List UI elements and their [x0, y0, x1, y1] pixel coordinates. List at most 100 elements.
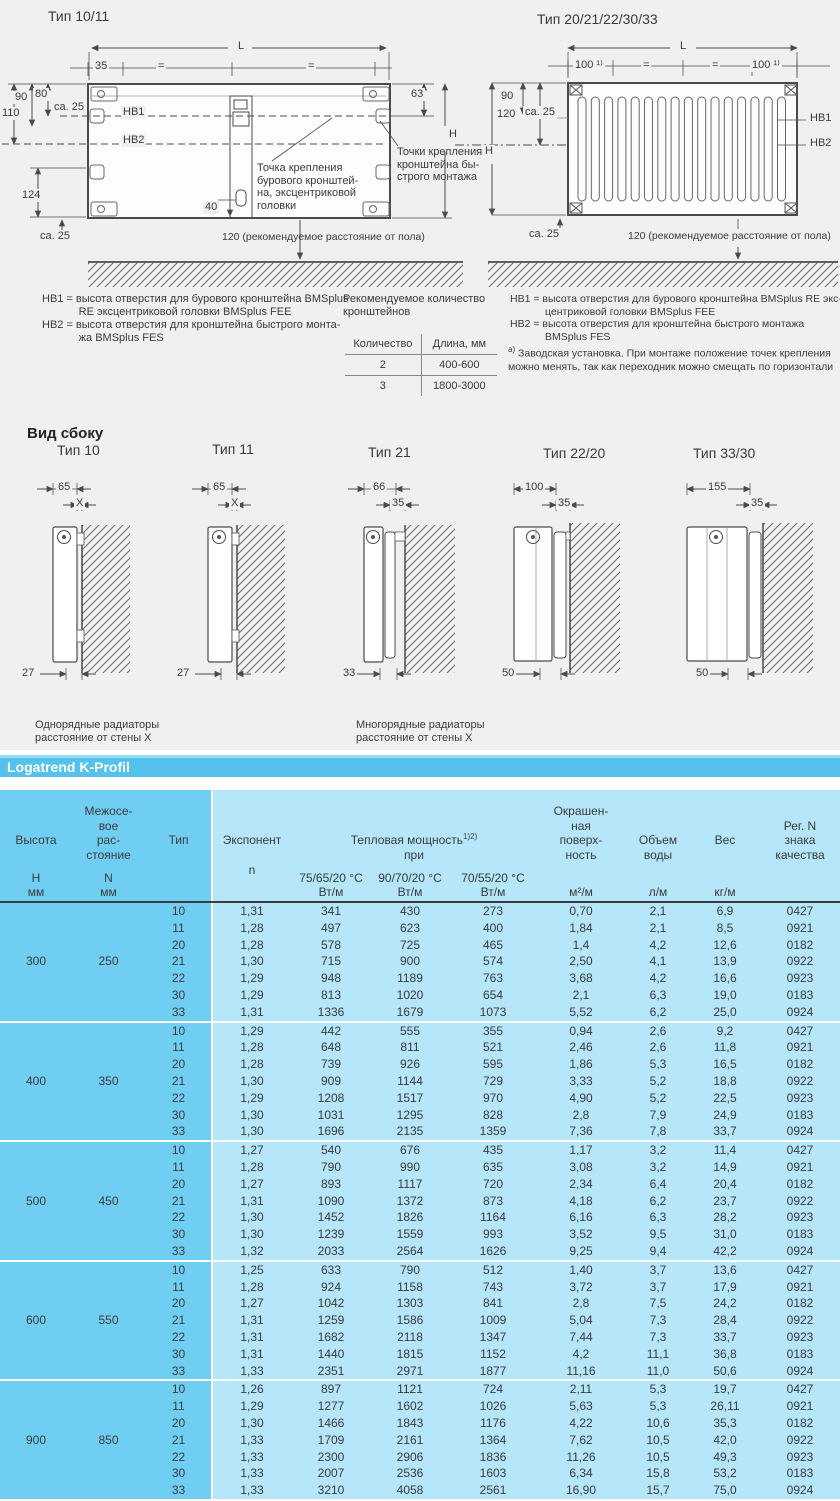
side-view-type-10: [37, 483, 130, 680]
cell-height: [0, 1209, 72, 1226]
cell-surface: 3,33: [569, 1073, 593, 1088]
cell-power-90-70: 2906: [396, 1449, 424, 1464]
cell-power-70-55: 512: [482, 1262, 504, 1277]
cell-volume: 5,2: [649, 1090, 667, 1105]
dim-label-40: 40: [203, 201, 220, 214]
cell-spacing: 350: [98, 1073, 119, 1088]
cell-power-90-70: 4058: [396, 1483, 424, 1498]
cell-spacing: [72, 1142, 145, 1159]
cell-volume: 9,5: [649, 1227, 667, 1242]
cell-type: 20: [171, 1176, 186, 1191]
cell-spacing: [72, 1295, 145, 1312]
cell-type: 30: [171, 1107, 186, 1122]
dim-label-80: 80: [33, 88, 50, 101]
cell-power-75-65: 1208: [317, 1090, 345, 1105]
cell-reg-number: 0921: [786, 1040, 814, 1055]
cell-type: 30: [171, 1466, 186, 1481]
cell-spacing: [72, 1329, 145, 1346]
table-row: 22 1,33 2300 2906 1836 11,26 10,5 49,3 0923: [0, 1448, 840, 1466]
cell-type: 33: [171, 1243, 186, 1258]
cell-volume: 4,2: [649, 937, 667, 952]
cell-power-75-65: 924: [320, 1279, 342, 1294]
cell-power-75-65: 540: [320, 1143, 342, 1158]
cell-weight: 16,6: [713, 971, 737, 986]
side-view-title-21: Тип 21: [368, 444, 411, 460]
cell-reg-number: 0922: [786, 954, 814, 969]
cell-volume: 6,2: [649, 1004, 667, 1019]
bracket-row-qty: 3: [345, 375, 422, 396]
cell-height: [0, 1176, 72, 1193]
floor-hatch: [488, 263, 838, 287]
radiator-data-table: Высота H мм Межосе- вое рас- стояние N м…: [0, 790, 840, 1501]
col-volume-units: л/м: [648, 884, 668, 899]
footnote-text: Заводская установка. При монтаже положен…: [508, 347, 834, 374]
cell-power-90-70: 1158: [397, 1279, 423, 1294]
cell-type: 11: [172, 920, 185, 935]
cell-weight: 16,5: [713, 1057, 737, 1072]
cell-power-70-55: 1152: [480, 1346, 506, 1361]
cell-volume: 2,6: [649, 1023, 667, 1038]
table-row: 30 1,33 2007 2536 1603 6,34 15,8 53,2 0183: [0, 1465, 840, 1483]
cell-surface: 1,4: [572, 937, 590, 952]
cell-weight: 11,8: [713, 1040, 737, 1055]
sv-dim-bottom: 50: [694, 667, 711, 680]
dim-label-ca25-bottom: ca. 25: [38, 230, 72, 243]
side-view-title-10: Тип 10: [57, 442, 100, 458]
table-row: 10 1,29 442 555 355 0,94 2,6 9,2 0427: [0, 1022, 840, 1040]
cell-volume: 11,0: [646, 1363, 670, 1378]
cell-exponent: 1,29: [240, 1023, 264, 1038]
cell-reg-number: 0182: [786, 1296, 814, 1311]
col-exponent-label: Экспонент: [222, 832, 282, 847]
cell-type: 22: [171, 1449, 186, 1464]
cell-type: 30: [171, 987, 186, 1002]
cell-volume: 9,4: [649, 1243, 667, 1258]
cell-reg-number: 0921: [786, 920, 814, 935]
cell-power-90-70: 1303: [396, 1296, 424, 1311]
cell-height: [0, 987, 72, 1004]
cell-type: 22: [171, 1329, 186, 1344]
cell-type: 20: [171, 1296, 186, 1311]
cell-power-90-70: 811: [400, 1040, 420, 1055]
cell-spacing: [72, 1482, 145, 1499]
cell-volume: 4,1: [649, 954, 667, 969]
sv-dim-bottom: 33: [341, 667, 358, 680]
cell-height: 600: [25, 1313, 47, 1328]
cell-weight: 22,5: [713, 1090, 737, 1105]
cell-reg-number: 0183: [786, 1107, 814, 1122]
cell-surface: 11,16: [566, 1363, 596, 1378]
cell-surface: 11,26: [566, 1449, 596, 1464]
cell-volume: 6,3: [649, 1210, 667, 1225]
cell-power-75-65: 2033: [317, 1243, 345, 1258]
cell-surface: 4,90: [569, 1090, 593, 1105]
col-power-group: Тепловая мощность1)2) при 75/65/20 °C Вт…: [292, 790, 536, 901]
cell-surface: 6,16: [569, 1210, 593, 1225]
cell-height: [0, 1415, 72, 1432]
cell-exponent: 1,31: [240, 1313, 264, 1328]
cell-reg-number: 0183: [786, 987, 814, 1002]
cell-surface: 3,72: [569, 1279, 593, 1294]
cell-type: 10: [171, 1382, 186, 1397]
front-view-10-11-drawing: [2, 44, 463, 287]
cell-power-75-65: 1682: [317, 1329, 345, 1344]
cell-weight: 49,3: [713, 1449, 737, 1464]
callout-drill-mount: Точка крепления бурового кронштей- на, э…: [257, 162, 359, 212]
cell-power-70-55: 763: [482, 971, 504, 986]
table-row: 10 1,31 341 430 273 0,70 2,1 6,9 0427: [0, 903, 840, 920]
cell-power-75-65: 1440: [317, 1346, 345, 1361]
cell-power-70-55: 729: [482, 1073, 504, 1088]
table-row: 300 250 21 1,30 715 900 574 2,50 4,1 13,9 0922: [0, 953, 840, 971]
factory-setting-footnote: а) Заводская установка. При монтаже поло…: [508, 343, 833, 375]
cell-weight: 50,6: [713, 1363, 737, 1378]
cell-volume: 5,3: [649, 1399, 667, 1414]
cell-power-70-55: 1164: [480, 1210, 506, 1225]
cell-power-70-55: 1073: [479, 1004, 507, 1019]
cell-power-75-65: 1042: [317, 1296, 345, 1311]
cell-type: 33: [171, 1004, 186, 1019]
cell-exponent: 1,27: [240, 1296, 264, 1311]
col-surface-units: м²/м: [569, 884, 593, 899]
cell-spacing: [72, 1176, 145, 1193]
cell-power-70-55: 1359: [479, 1124, 507, 1139]
cell-power-70-55: 595: [482, 1057, 504, 1072]
cell-surface: 16,90: [565, 1483, 597, 1498]
cell-type: 21: [171, 1193, 186, 1208]
